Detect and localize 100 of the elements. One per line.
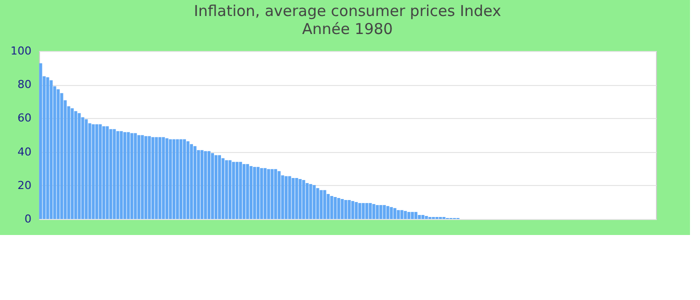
bar	[39, 63, 42, 219]
bar	[362, 203, 365, 219]
bar	[390, 207, 393, 219]
bar	[134, 133, 137, 219]
bar	[274, 169, 278, 219]
bar	[288, 176, 292, 219]
bar	[46, 77, 50, 219]
bar	[207, 151, 210, 219]
bar	[292, 178, 295, 219]
bar	[168, 139, 172, 219]
bar	[179, 139, 182, 219]
bar	[239, 162, 242, 219]
bar	[151, 137, 154, 219]
bar	[354, 202, 358, 219]
bar	[172, 139, 176, 219]
bar	[404, 210, 407, 219]
bar	[386, 206, 390, 219]
bar	[250, 166, 253, 219]
bar	[232, 162, 236, 219]
y-tick-label: 20	[18, 178, 32, 192]
bar	[88, 123, 92, 219]
bar	[148, 136, 151, 219]
bar	[264, 168, 267, 219]
bar	[60, 93, 64, 219]
bar	[109, 129, 112, 219]
bar	[140, 135, 144, 219]
bar	[372, 204, 376, 219]
bar	[337, 198, 340, 219]
bar	[393, 208, 396, 219]
bar	[340, 199, 344, 219]
bar	[382, 205, 386, 219]
bar	[278, 171, 281, 219]
bar	[242, 164, 246, 219]
bar	[348, 200, 351, 219]
bar	[130, 133, 134, 219]
bar	[98, 124, 102, 219]
bar	[137, 135, 140, 219]
bar	[144, 136, 148, 219]
bar	[302, 180, 306, 219]
bar	[326, 194, 330, 219]
bar	[284, 176, 288, 219]
bar	[306, 183, 309, 219]
bar	[116, 131, 120, 219]
bar	[376, 205, 379, 219]
bar	[421, 214, 424, 219]
bar	[112, 129, 116, 219]
bar	[95, 124, 98, 219]
bar	[218, 155, 222, 219]
bar	[424, 216, 428, 219]
bar	[295, 178, 298, 219]
bar	[351, 201, 354, 219]
bar	[298, 179, 302, 219]
bar	[196, 150, 200, 219]
bar	[316, 188, 320, 219]
bar	[193, 146, 196, 219]
bar	[50, 80, 53, 219]
bar	[102, 126, 106, 219]
bar	[165, 138, 168, 219]
bar	[246, 164, 250, 219]
bar	[222, 158, 225, 219]
bar	[78, 113, 81, 219]
bar	[267, 169, 270, 219]
bar	[418, 214, 421, 219]
y-tick-label: 80	[18, 78, 32, 92]
bar	[312, 185, 316, 219]
bar	[120, 131, 123, 219]
bar	[190, 144, 193, 219]
bar	[410, 212, 414, 219]
bar	[330, 196, 334, 219]
bar	[365, 203, 368, 219]
bar	[158, 137, 162, 219]
bar	[379, 205, 382, 219]
bar	[309, 184, 312, 219]
bar	[154, 137, 158, 219]
bar	[210, 153, 214, 219]
bar	[407, 212, 410, 219]
bar	[176, 139, 179, 219]
bar	[323, 190, 326, 219]
bar	[344, 200, 348, 219]
bar	[186, 141, 190, 219]
bar	[414, 212, 418, 219]
bar	[225, 160, 228, 219]
bar	[320, 190, 323, 219]
bar	[182, 139, 186, 219]
bar	[200, 150, 204, 219]
bar	[126, 132, 130, 219]
bar	[204, 151, 207, 219]
bar	[253, 166, 256, 219]
bar	[270, 169, 274, 219]
bar	[74, 111, 78, 219]
bar	[358, 203, 362, 219]
bar	[81, 117, 84, 219]
bar	[368, 203, 372, 219]
bar	[396, 210, 400, 219]
bar	[214, 155, 218, 219]
bar	[334, 196, 337, 219]
bar	[400, 210, 404, 219]
bar	[162, 137, 165, 219]
y-tick-label: 0	[24, 212, 32, 226]
bar	[281, 175, 284, 219]
